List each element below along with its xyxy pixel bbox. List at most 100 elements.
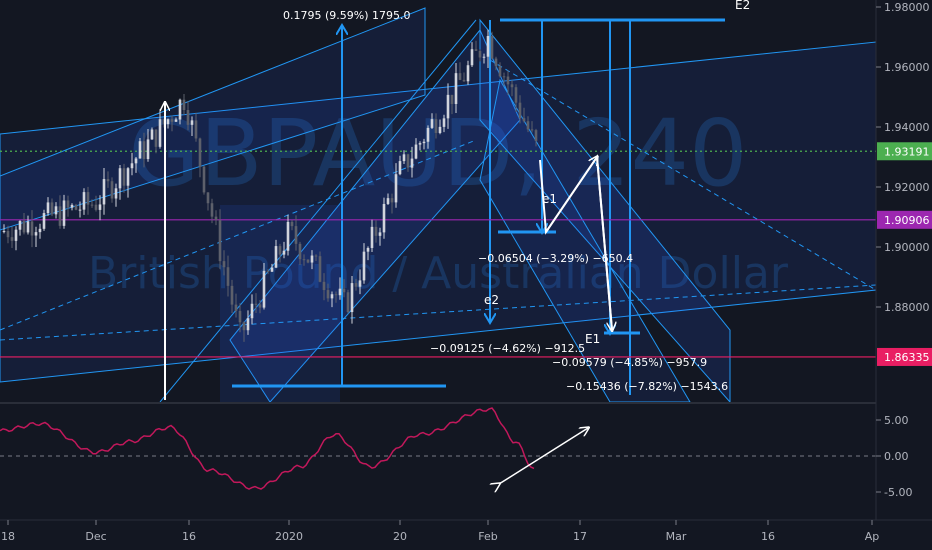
candle-body (238, 310, 242, 323)
candle-body (386, 198, 390, 204)
candle-body (142, 141, 146, 160)
candle-body (494, 58, 498, 67)
candle-body (22, 221, 26, 233)
candle-body (306, 259, 310, 263)
candle-body (446, 94, 450, 119)
candle-body (354, 283, 358, 287)
candle-body (194, 120, 198, 139)
candle-body (506, 76, 510, 85)
wave-label-e1: e1 (542, 192, 557, 206)
candle-body (114, 188, 118, 199)
oscillator-axis-ticks: 5.00 0.00 -5.00 (876, 414, 912, 499)
oscillator-arrow[interactable] (499, 428, 588, 484)
candle-body (378, 232, 382, 236)
candle-body (34, 232, 38, 236)
candle-body (62, 200, 66, 226)
candle-body (166, 119, 170, 125)
candle-body (50, 202, 54, 215)
time-tick-label: Ap (865, 530, 880, 543)
measure-label-2: −0.09125 (−4.62%) −912.5 (430, 342, 585, 355)
dashed-line-3[interactable] (489, 59, 877, 291)
candle-body (82, 192, 86, 210)
wave-label-e2: e2 (484, 293, 499, 307)
candle-body (66, 200, 70, 208)
candle-body (466, 65, 470, 82)
price-tag-bg (877, 210, 932, 229)
candle-body (278, 246, 282, 255)
candle-body (374, 226, 378, 236)
measure-tools[interactable] (342, 20, 631, 395)
upper-channel[interactable] (0, 7, 426, 231)
candle-body (382, 203, 386, 233)
wave-arrows[interactable] (165, 103, 612, 400)
candle-body (510, 84, 514, 88)
osc-tick-label: -5.00 (884, 486, 912, 499)
wave-label-E2: E2 (735, 0, 750, 12)
candle-body (74, 204, 78, 210)
candle-body (314, 255, 318, 257)
candle-body (106, 179, 110, 182)
price-axis-bg (876, 0, 932, 550)
candle-body (346, 292, 350, 313)
candle-body (30, 221, 34, 236)
candle-body (298, 243, 302, 260)
candle-body (246, 318, 250, 331)
price-tag-bg (877, 347, 932, 366)
candle-body (206, 192, 210, 204)
candle-body (318, 256, 322, 282)
candle-body (250, 303, 254, 319)
candle-body (10, 237, 14, 241)
projected-end-arrow[interactable] (596, 156, 612, 330)
oscillator-line (0, 407, 535, 490)
dashed-line-1[interactable] (0, 284, 877, 341)
candle-body (438, 126, 442, 133)
candle-body (178, 99, 182, 120)
candle-body (310, 255, 314, 263)
trend-line-1[interactable] (159, 19, 477, 403)
candle-body (526, 121, 530, 130)
candle-body (286, 221, 290, 251)
candle-body (270, 267, 274, 272)
candle-body (230, 285, 234, 305)
time-axis-ticks: 18 Dec 16 2020 20 Feb 17 Mar 16 Ap (1, 520, 879, 543)
time-tick-label: 2020 (275, 530, 303, 543)
candle-body (502, 76, 506, 78)
candle-body (474, 49, 478, 51)
candle-body (366, 247, 370, 252)
candle-body (38, 228, 42, 233)
candle-body (514, 87, 518, 103)
candle-body (338, 288, 342, 296)
price-tick-label: 1.88000 (884, 301, 930, 314)
candle-body (58, 206, 62, 226)
price-tick-label: 1.90000 (884, 241, 930, 254)
candle-body (78, 209, 82, 211)
candle-body (198, 138, 202, 167)
wave-label-E1: E1 (585, 332, 600, 346)
price-levels (0, 150, 876, 358)
candle-body (150, 129, 154, 140)
candle-body (218, 220, 222, 262)
candle-body (202, 166, 206, 193)
candle-body (322, 281, 326, 291)
candle-body (294, 226, 298, 244)
candle-body (154, 129, 158, 147)
time-tick-label: 16 (761, 530, 775, 543)
candle-body (130, 163, 134, 169)
dashed-line-2[interactable] (0, 139, 477, 331)
candle-body (54, 206, 58, 215)
measure-label-1: −0.06504 (−3.29%) −650.4 (478, 252, 633, 265)
candle-body (414, 144, 418, 159)
candle-body (430, 119, 434, 128)
price-tick-label: 1.92000 (884, 181, 930, 194)
candle-body (282, 250, 286, 255)
candle-body (290, 221, 294, 227)
time-tick-label: Dec (85, 530, 106, 543)
candle-body (398, 161, 402, 175)
candle-body (222, 261, 226, 268)
candle-body (110, 181, 114, 199)
candle-body (42, 213, 46, 229)
price-axis[interactable] (875, 0, 932, 550)
projected-up-arrow[interactable] (545, 157, 597, 233)
candle-body (478, 50, 482, 58)
